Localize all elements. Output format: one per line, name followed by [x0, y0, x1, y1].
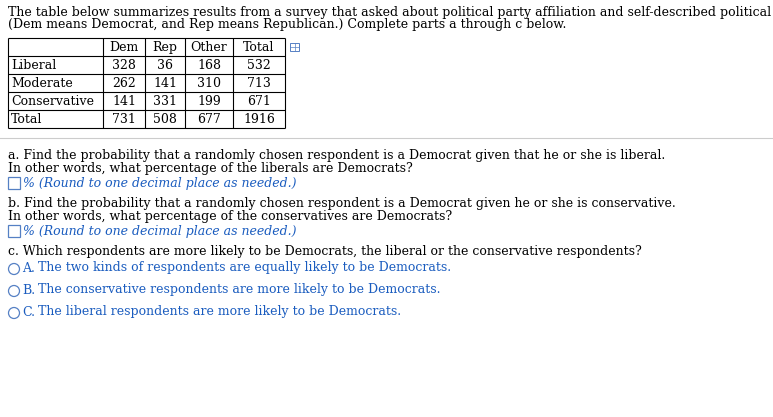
Text: 310: 310 [197, 76, 221, 90]
Text: 328: 328 [112, 58, 136, 71]
Text: The table below summarizes results from a survey that asked about political part: The table below summarizes results from … [8, 6, 773, 19]
Text: Rep: Rep [152, 40, 178, 53]
Text: 199: 199 [197, 95, 221, 108]
Text: 532: 532 [247, 58, 271, 71]
Text: % (Round to one decimal place as needed.): % (Round to one decimal place as needed.… [23, 176, 297, 189]
Text: 671: 671 [247, 95, 271, 108]
Text: The two kinds of respondents are equally likely to be Democrats.: The two kinds of respondents are equally… [38, 261, 451, 274]
Circle shape [9, 307, 19, 319]
Text: c. Which respondents are more likely to be Democrats, the liberal or the conserv: c. Which respondents are more likely to … [8, 245, 642, 258]
Text: Dem: Dem [109, 40, 138, 53]
Text: 262: 262 [112, 76, 136, 90]
Bar [290, 43, 299, 51]
Text: 141: 141 [112, 95, 136, 108]
Circle shape [9, 286, 19, 296]
Text: Other: Other [191, 40, 227, 53]
Text: C.: C. [22, 306, 35, 319]
Text: 36: 36 [157, 58, 173, 71]
Text: 331: 331 [153, 95, 177, 108]
Text: 677: 677 [197, 113, 221, 126]
Bar [8, 225, 20, 237]
Text: The conservative respondents are more likely to be Democrats.: The conservative respondents are more li… [38, 284, 441, 296]
Text: % (Round to one decimal place as needed.): % (Round to one decimal place as needed.… [23, 224, 297, 238]
Circle shape [9, 264, 19, 274]
Text: 141: 141 [153, 76, 177, 90]
Text: Total: Total [243, 40, 274, 53]
Text: Total: Total [11, 113, 43, 126]
Text: 731: 731 [112, 113, 136, 126]
Text: Liberal: Liberal [11, 58, 56, 71]
Text: In other words, what percentage of the liberals are Democrats?: In other words, what percentage of the l… [8, 162, 413, 175]
Text: Conservative: Conservative [11, 95, 94, 108]
Text: A.: A. [22, 261, 35, 274]
Bar [8, 177, 20, 189]
Text: Moderate: Moderate [11, 76, 73, 90]
Text: b. Find the probability that a randomly chosen respondent is a Democrat given he: b. Find the probability that a randomly … [8, 197, 676, 210]
Text: 713: 713 [247, 76, 271, 90]
Text: 1916: 1916 [243, 113, 275, 126]
Text: a. Find the probability that a randomly chosen respondent is a Democrat given th: a. Find the probability that a randomly … [8, 149, 666, 162]
Text: 508: 508 [153, 113, 177, 126]
Text: (Dem means Democrat, and Rep means Republican.) Complete parts a through c below: (Dem means Democrat, and Rep means Repub… [8, 18, 567, 31]
Text: 168: 168 [197, 58, 221, 71]
Text: B.: B. [22, 284, 35, 296]
Text: In other words, what percentage of the conservatives are Democrats?: In other words, what percentage of the c… [8, 210, 452, 223]
Text: The liberal respondents are more likely to be Democrats.: The liberal respondents are more likely … [38, 306, 401, 319]
